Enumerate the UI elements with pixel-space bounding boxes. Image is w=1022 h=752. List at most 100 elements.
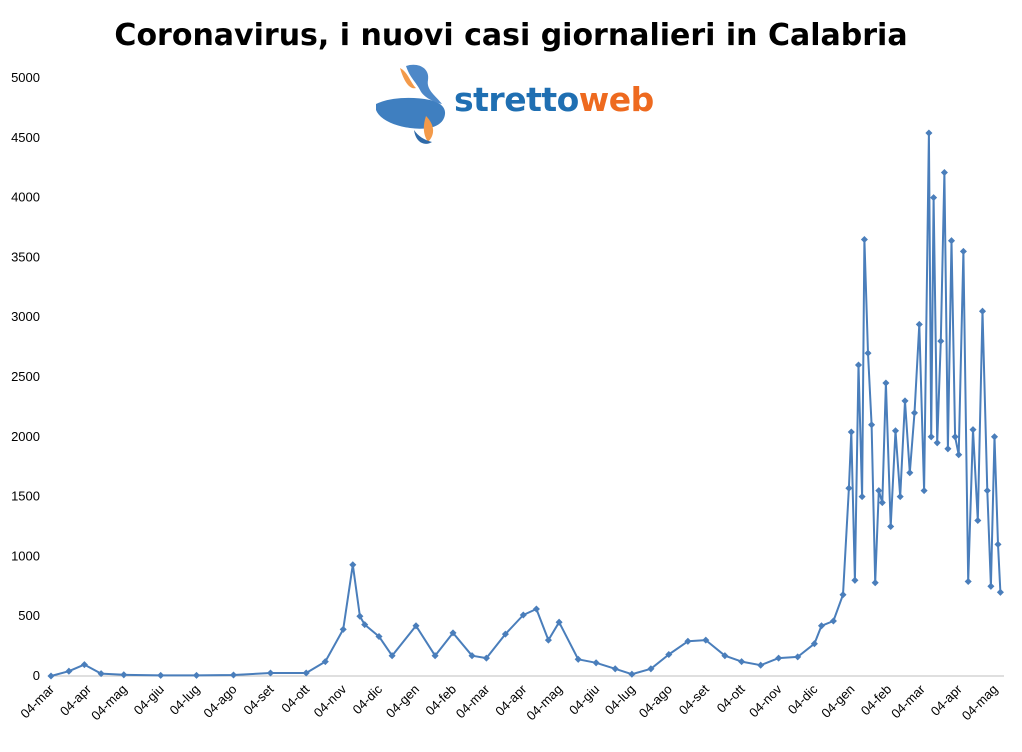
y-tick-label: 4500 xyxy=(11,130,40,145)
x-tick-label: 04-mag xyxy=(959,682,1001,724)
data-point xyxy=(947,237,956,245)
data-point xyxy=(349,561,357,569)
data-point xyxy=(871,579,879,587)
data-point xyxy=(978,307,987,315)
data-point xyxy=(544,636,552,644)
data-point xyxy=(851,576,859,584)
x-tick-label: 04-gen xyxy=(818,682,857,721)
data-point xyxy=(757,661,765,669)
logo-text-web: web xyxy=(578,80,655,119)
logo-map-icon xyxy=(376,64,446,144)
data-point xyxy=(628,670,636,678)
x-tick-label: 04-giu xyxy=(131,682,167,718)
data-point xyxy=(375,632,383,641)
data-point xyxy=(891,427,900,435)
y-tick-label: 3000 xyxy=(11,309,40,324)
data-point xyxy=(468,652,476,660)
data-point xyxy=(882,379,890,387)
strettoweb-logo: strettoweb xyxy=(370,58,670,150)
data-point xyxy=(738,658,746,666)
data-point xyxy=(944,445,952,453)
data-point xyxy=(901,397,909,405)
x-tick-label: 04-nov xyxy=(746,681,785,720)
x-tick-label: 04-ago xyxy=(200,682,239,721)
data-point xyxy=(845,484,853,492)
data-point xyxy=(665,650,673,659)
data-point xyxy=(994,540,1002,548)
data-point xyxy=(97,670,105,678)
data-point xyxy=(65,667,73,675)
data-point xyxy=(449,629,457,637)
data-point xyxy=(321,658,329,666)
data-point xyxy=(721,652,729,660)
data-point xyxy=(266,669,275,677)
series-line xyxy=(50,132,1002,677)
data-point xyxy=(927,433,935,441)
data-point xyxy=(775,654,783,662)
data-point xyxy=(817,622,826,630)
x-tick-label: 04-mar xyxy=(17,681,57,721)
y-tick-label: 1000 xyxy=(11,548,40,563)
x-tick-label: 04-mag xyxy=(523,682,565,724)
data-point xyxy=(47,672,55,680)
data-point xyxy=(858,493,866,501)
data-point xyxy=(810,640,818,648)
data-point xyxy=(431,652,439,660)
data-point xyxy=(920,487,928,495)
x-tick-label: 04-mar xyxy=(453,681,493,721)
x-tick-label: 04-lug xyxy=(166,682,202,718)
data-point xyxy=(574,655,582,663)
x-tick-label: 04-dic xyxy=(785,681,821,717)
data-point xyxy=(937,337,945,345)
data-point xyxy=(940,168,948,177)
data-point xyxy=(959,247,967,255)
y-tick-label: 500 xyxy=(18,608,40,623)
data-point xyxy=(910,409,919,417)
x-tick-label: 04-ott xyxy=(278,681,312,715)
x-tick-label: 04-ott xyxy=(714,681,748,715)
data-point xyxy=(388,652,396,660)
chart-title: Coronavirus, i nuovi casi giornalieri in… xyxy=(114,18,908,53)
data-point xyxy=(990,433,999,441)
data-point xyxy=(887,522,895,531)
data-point xyxy=(702,636,710,644)
data-point xyxy=(847,428,855,436)
data-point xyxy=(80,661,88,669)
data-point xyxy=(356,612,364,620)
data-point xyxy=(868,421,876,429)
data-point xyxy=(794,653,802,661)
y-tick-label: 3500 xyxy=(11,249,40,264)
y-tick-label: 4000 xyxy=(11,190,40,205)
data-point xyxy=(339,625,347,633)
data-point xyxy=(120,671,128,679)
data-point xyxy=(933,439,941,447)
data-point xyxy=(302,669,310,677)
data-point xyxy=(647,665,655,673)
data-point xyxy=(229,671,238,679)
y-tick-label: 5000 xyxy=(11,70,40,85)
x-tick-label: 04-nov xyxy=(311,681,350,720)
data-point xyxy=(192,671,201,679)
data-point xyxy=(875,487,883,495)
data-point xyxy=(361,621,369,629)
x-tick-label: 04-set xyxy=(240,681,276,717)
data-point xyxy=(157,671,165,679)
data-point xyxy=(555,618,563,626)
x-tick-label: 04-gen xyxy=(383,682,422,721)
data-point xyxy=(983,487,991,495)
y-tick-label: 2500 xyxy=(11,369,40,384)
data-point xyxy=(974,516,982,525)
data-point xyxy=(532,605,540,613)
x-tick-label: 04-giu xyxy=(566,682,602,718)
data-point xyxy=(930,194,938,202)
data-point xyxy=(839,591,847,599)
y-axis: 0 500 1000 1500 2000 2500 3000 3500 4000 4500 5000 xyxy=(11,70,40,683)
data-point xyxy=(915,320,923,328)
data-point xyxy=(592,659,600,667)
data-point xyxy=(501,630,509,638)
y-tick-label: 2000 xyxy=(11,429,40,444)
data-point xyxy=(611,665,619,673)
data-point xyxy=(864,349,872,357)
